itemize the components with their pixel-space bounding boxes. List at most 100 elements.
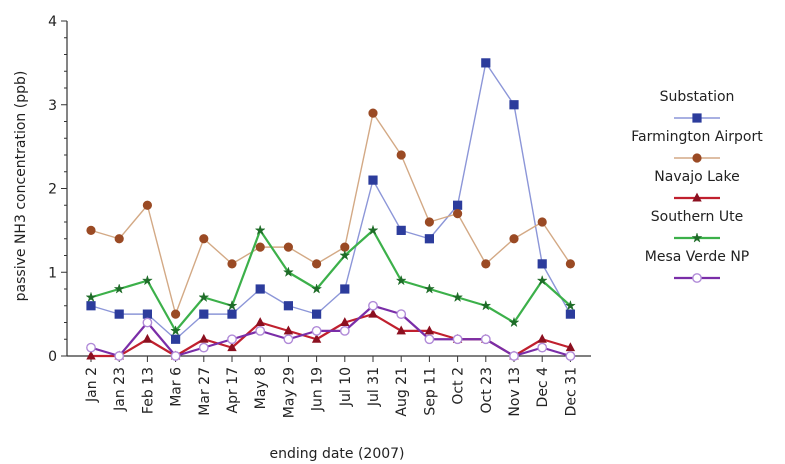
data-point-farmington-airport bbox=[227, 259, 237, 269]
data-point-substation bbox=[481, 58, 491, 68]
legend-marker-mesa-verde-np bbox=[692, 273, 702, 283]
y-tick-label: 3 bbox=[48, 98, 57, 114]
series-line-southern-ute bbox=[90, 229, 572, 332]
data-point-southern-ute bbox=[282, 266, 294, 277]
legend-entry-substation: Substation bbox=[660, 89, 735, 123]
series-navajo-lake bbox=[86, 308, 576, 360]
x-tick-label: Oct 23 bbox=[479, 367, 495, 413]
data-point-substation bbox=[396, 225, 406, 235]
series-line-navajo-lake bbox=[91, 313, 571, 358]
data-point-mesa-verde-np bbox=[283, 334, 294, 345]
data-point-farmington-airport bbox=[255, 242, 265, 252]
x-tick-label: Dec 4 bbox=[535, 367, 551, 408]
data-point-navajo-lake bbox=[565, 342, 576, 352]
data-point-mesa-verde-np bbox=[424, 334, 435, 345]
data-point-substation bbox=[170, 334, 181, 344]
x-tick-label: Aug 21 bbox=[394, 367, 410, 417]
legend-label-farmington-airport: Farmington Airport bbox=[631, 129, 763, 145]
data-point-southern-ute bbox=[480, 299, 492, 311]
data-point-navajo-lake bbox=[255, 317, 265, 327]
data-point-farmington-airport bbox=[199, 234, 209, 244]
data-point-mesa-verde-np bbox=[311, 325, 322, 336]
data-point-navajo-lake bbox=[424, 325, 435, 335]
x-tick-label: Feb 13 bbox=[140, 367, 156, 414]
x-tick-label: May 8 bbox=[253, 367, 269, 409]
data-point-farmington-airport bbox=[452, 209, 463, 219]
data-point-farmington-airport bbox=[283, 242, 293, 252]
data-point-southern-ute bbox=[85, 291, 97, 303]
data-point-southern-ute bbox=[536, 274, 548, 286]
data-point-southern-ute bbox=[423, 283, 435, 294]
series-substation bbox=[86, 58, 576, 344]
x-tick-label: Jan 2 bbox=[84, 367, 100, 403]
x-tick-label: Jul 31 bbox=[366, 367, 382, 407]
legend-label-southern-ute: Southern Ute bbox=[651, 209, 743, 225]
legend-marker-navajo-lake bbox=[692, 192, 702, 202]
x-tick-label: Jun 19 bbox=[310, 367, 326, 412]
data-point-navajo-lake bbox=[227, 342, 237, 352]
data-point-farmington-airport bbox=[114, 234, 124, 244]
data-point-navajo-lake bbox=[340, 317, 350, 327]
data-point-navajo-lake bbox=[283, 325, 294, 335]
data-point-mesa-verde-np bbox=[339, 325, 350, 336]
data-point-farmington-airport bbox=[368, 108, 378, 118]
y-axis-title: passive NH3 concentration (ppb) bbox=[13, 71, 29, 302]
data-point-mesa-verde-np bbox=[509, 351, 519, 361]
x-axis-title: ending date (2007) bbox=[269, 446, 404, 462]
legend-entry-southern-ute: Southern Ute bbox=[651, 209, 743, 243]
legend-label-navajo-lake: Navajo Lake bbox=[654, 169, 739, 185]
data-point-farmington-airport bbox=[396, 150, 406, 160]
y-tick-label: 1 bbox=[48, 265, 57, 281]
series-line-substation bbox=[90, 62, 572, 340]
data-point-southern-ute bbox=[113, 283, 125, 294]
data-point-southern-ute bbox=[254, 224, 266, 236]
legend-marker-substation bbox=[692, 113, 702, 123]
data-point-substation bbox=[227, 309, 237, 319]
legend-label-substation: Substation bbox=[660, 89, 735, 105]
data-point-farmington-airport bbox=[565, 259, 576, 269]
data-point-navajo-lake bbox=[311, 333, 322, 343]
data-point-southern-ute bbox=[226, 299, 238, 311]
data-point-mesa-verde-np bbox=[170, 351, 181, 361]
data-point-mesa-verde-np bbox=[142, 317, 153, 328]
data-point-navajo-lake bbox=[368, 308, 378, 318]
data-point-farmington-airport bbox=[142, 200, 152, 210]
data-point-substation bbox=[114, 309, 124, 319]
data-point-southern-ute bbox=[170, 325, 182, 336]
data-point-farmington-airport bbox=[509, 234, 519, 244]
data-point-mesa-verde-np bbox=[227, 334, 237, 345]
data-point-mesa-verde-np bbox=[396, 309, 407, 320]
data-point-substation bbox=[340, 284, 350, 294]
data-point-substation bbox=[424, 234, 435, 244]
data-point-substation bbox=[311, 309, 322, 319]
data-point-substation bbox=[142, 309, 152, 319]
data-point-southern-ute bbox=[367, 224, 379, 236]
data-point-mesa-verde-np bbox=[452, 334, 463, 345]
data-point-navajo-lake bbox=[142, 333, 153, 343]
series-line-mesa-verde-np bbox=[90, 304, 571, 358]
data-point-southern-ute bbox=[198, 291, 210, 303]
series-layer bbox=[85, 58, 576, 361]
data-point-substation bbox=[255, 284, 265, 294]
data-point-mesa-verde-np bbox=[255, 325, 266, 336]
data-point-farmington-airport bbox=[481, 259, 491, 269]
data-point-mesa-verde-np bbox=[565, 351, 576, 361]
x-tick-label: Apr 17 bbox=[225, 367, 241, 413]
y-tick-label: 0 bbox=[48, 349, 57, 365]
data-point-mesa-verde-np bbox=[537, 342, 548, 353]
data-point-southern-ute bbox=[141, 274, 153, 286]
data-point-mesa-verde-np bbox=[480, 334, 491, 345]
data-point-navajo-lake bbox=[537, 333, 547, 343]
legend-marker-southern-ute bbox=[691, 232, 703, 243]
legend-marker-farmington-airport bbox=[692, 153, 702, 163]
x-tick-label: May 29 bbox=[281, 367, 297, 418]
y-tick-label: 2 bbox=[48, 182, 57, 198]
data-point-mesa-verde-np bbox=[198, 342, 209, 353]
data-point-navajo-lake bbox=[396, 325, 406, 335]
data-point-farmington-airport bbox=[424, 217, 434, 227]
legend: Substation Farmington Airport Navajo Lake S… bbox=[631, 89, 763, 283]
x-tick-label: Dec 31 bbox=[563, 367, 579, 416]
x-tick-label: Mar 27 bbox=[197, 367, 213, 416]
data-point-farmington-airport bbox=[171, 309, 181, 319]
data-point-mesa-verde-np bbox=[114, 351, 125, 361]
